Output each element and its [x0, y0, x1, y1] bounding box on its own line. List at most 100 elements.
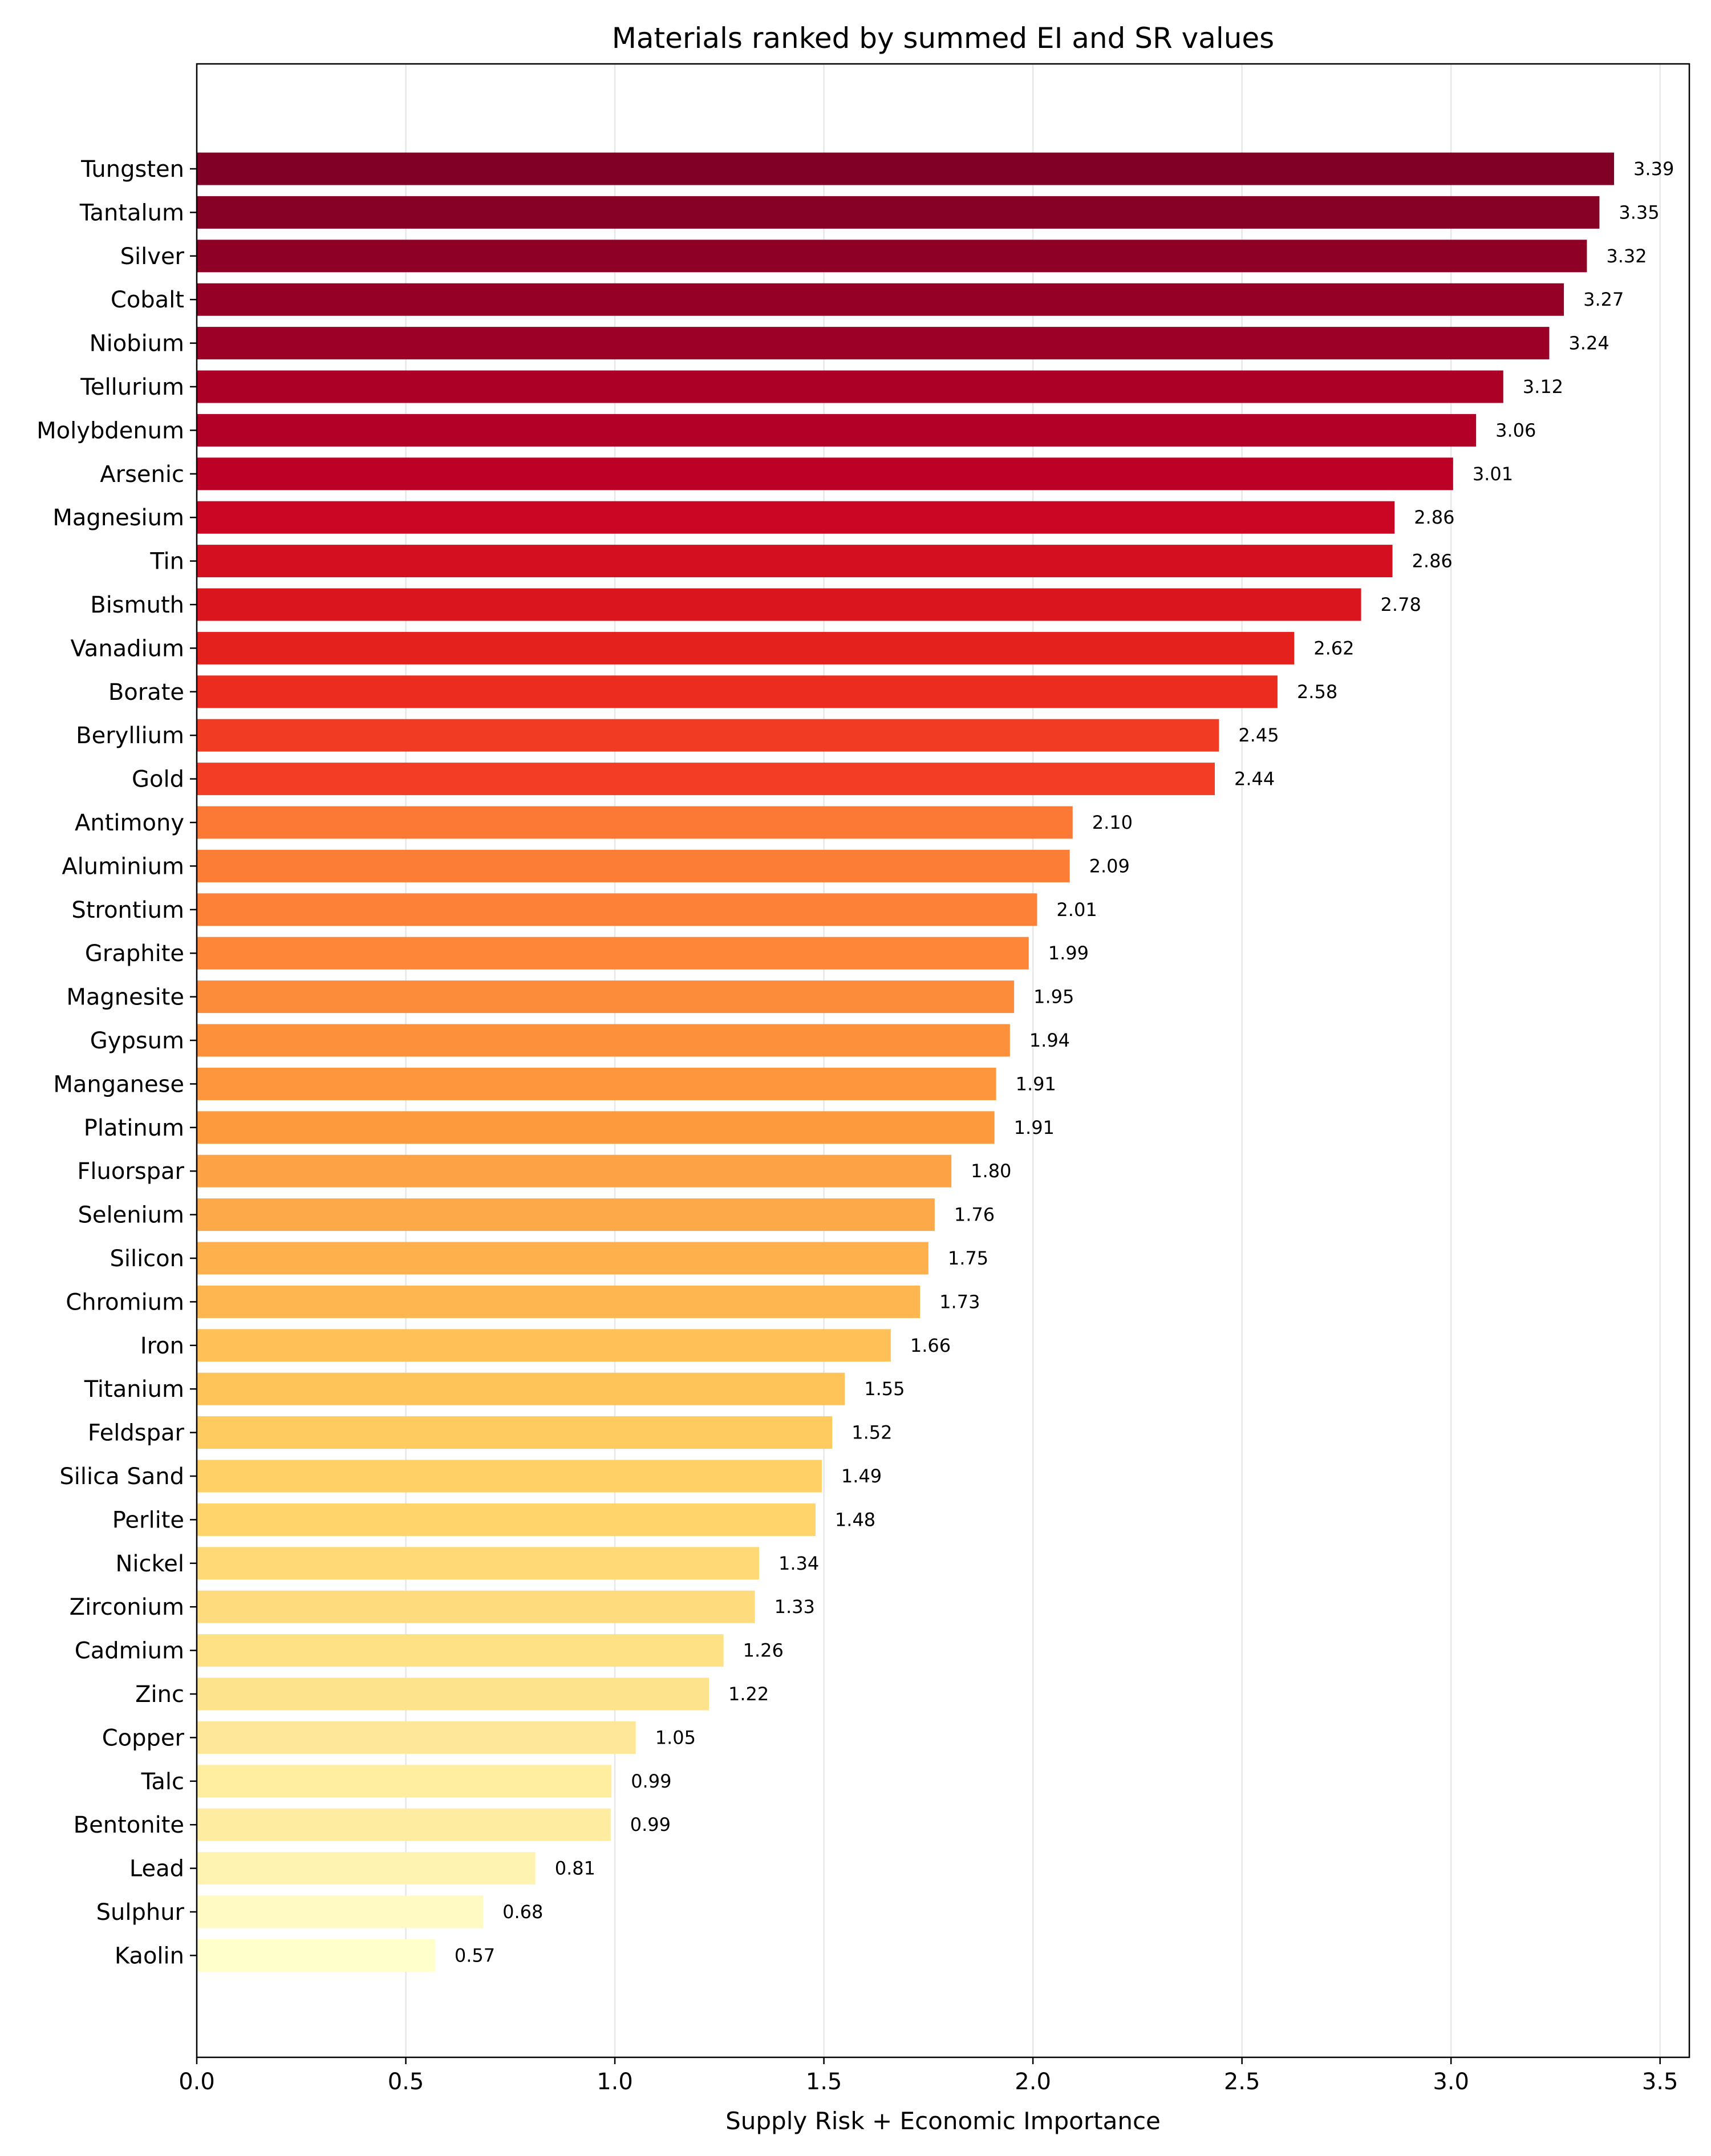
- data-label: 1.76: [954, 1204, 995, 1226]
- y-tick-label: Bentonite: [74, 1812, 184, 1838]
- data-label: 1.66: [910, 1335, 951, 1356]
- y-tick-label: Tungsten: [80, 156, 184, 183]
- y-tick-label: Fluorspar: [77, 1158, 184, 1185]
- chart-title: Materials ranked by summed EI and SR val…: [612, 22, 1274, 55]
- bar: [197, 152, 1615, 185]
- bar: [197, 1460, 822, 1493]
- y-tick-label: Manganese: [53, 1071, 184, 1097]
- data-label: 2.44: [1234, 768, 1275, 790]
- x-axis-ticks: 0.0 0.5 1.0 1.5 2.0 2.5 3.0 3.5: [179, 2057, 1678, 2095]
- y-tick-label: Graphite: [85, 941, 184, 967]
- bar: [197, 1024, 1010, 1057]
- data-label: 3.01: [1473, 463, 1513, 485]
- bar: [197, 1634, 724, 1667]
- y-tick-label: Cadmium: [75, 1638, 184, 1664]
- bar: [197, 283, 1564, 316]
- y-tick-label: Talc: [141, 1769, 184, 1795]
- bar: [197, 501, 1395, 534]
- data-label: 3.24: [1568, 333, 1609, 354]
- data-label: 3.39: [1633, 158, 1674, 180]
- bar: [197, 1285, 921, 1318]
- y-tick-label: Silver: [120, 244, 185, 270]
- y-tick-label: Aluminium: [62, 853, 184, 880]
- data-label: 2.10: [1092, 812, 1133, 833]
- x-tick-label: 2.0: [1015, 2069, 1051, 2095]
- bar: [197, 1677, 709, 1711]
- bar: [197, 1852, 536, 1885]
- bar: [197, 1111, 995, 1144]
- y-tick-label: Lead: [129, 1856, 184, 1882]
- data-label: 1.73: [939, 1291, 980, 1312]
- bar: [197, 196, 1600, 229]
- data-label: 1.05: [655, 1727, 696, 1748]
- bar: [197, 893, 1037, 926]
- y-tick-label: Silica Sand: [59, 1464, 184, 1490]
- bar: [197, 1329, 891, 1362]
- bar: [197, 1416, 833, 1449]
- data-label: 1.80: [971, 1160, 1011, 1182]
- data-label: 1.26: [743, 1640, 784, 1661]
- y-tick-label: Tantalum: [79, 200, 184, 226]
- y-tick-label: Titanium: [84, 1376, 184, 1403]
- data-label: 2.01: [1056, 899, 1097, 921]
- data-label: 1.91: [1014, 1117, 1055, 1138]
- data-label: 1.34: [779, 1553, 819, 1574]
- bar: [197, 763, 1215, 796]
- x-tick-label: 3.0: [1433, 2069, 1469, 2095]
- x-tick-label: 0.5: [388, 2069, 424, 2095]
- y-tick-label: Kaolin: [115, 1943, 184, 1969]
- bar: [197, 370, 1503, 403]
- grid-layer: [196, 64, 1661, 2057]
- data-label: 1.94: [1029, 1030, 1070, 1051]
- x-tick-label: 3.5: [1642, 2069, 1678, 2095]
- bar: [197, 1067, 996, 1100]
- data-label: 3.12: [1523, 376, 1563, 398]
- data-label: 3.27: [1583, 289, 1624, 310]
- bar: [197, 1808, 611, 1841]
- bar: [197, 631, 1295, 664]
- bar: [197, 980, 1015, 1014]
- y-tick-label: Strontium: [71, 897, 184, 923]
- bar: [197, 1242, 929, 1275]
- y-axis-ticks: Tungsten Tantalum Silver Cobalt Niobium Tellu…: [37, 156, 197, 1969]
- y-tick-label: Niobium: [90, 331, 184, 357]
- data-labels: 3.39 3.35 3.32 3.27 3.24 3.12 3.06 3.01 2.86 2.86…: [455, 158, 1674, 1966]
- y-tick-label: Nickel: [116, 1551, 185, 1577]
- y-tick-label: Platinum: [84, 1115, 184, 1141]
- bar: [197, 545, 1393, 578]
- y-tick-label: Magnesite: [66, 984, 184, 1011]
- bar: [197, 1895, 484, 1928]
- data-label: 1.33: [775, 1596, 815, 1618]
- bar: [197, 1198, 935, 1231]
- y-tick-label: Cobalt: [111, 287, 184, 313]
- data-label: 1.95: [1033, 986, 1074, 1008]
- data-label: 3.35: [1619, 201, 1659, 223]
- y-tick-label: Gold: [132, 767, 184, 793]
- data-label: 2.09: [1089, 855, 1130, 877]
- bar: [197, 457, 1453, 491]
- y-tick-label: Gypsum: [90, 1028, 184, 1054]
- y-tick-label: Copper: [102, 1725, 185, 1751]
- data-label: 1.49: [841, 1465, 882, 1487]
- y-tick-label: Antimony: [75, 810, 184, 836]
- y-tick-label: Borate: [108, 679, 184, 706]
- y-tick-label: Beryllium: [76, 723, 184, 749]
- bar: [197, 1765, 612, 1798]
- data-label: 0.57: [455, 1944, 495, 1966]
- y-tick-label: Molybdenum: [37, 418, 184, 444]
- y-tick-label: Zinc: [135, 1681, 184, 1708]
- x-tick-label: 1.0: [597, 2069, 633, 2095]
- bar: [197, 719, 1219, 752]
- y-tick-label: Silicon: [110, 1246, 184, 1272]
- bar: [197, 1721, 636, 1754]
- data-label: 2.58: [1297, 681, 1337, 703]
- y-tick-label: Zirconium: [70, 1594, 184, 1620]
- bar: [197, 240, 1587, 273]
- bar: [197, 588, 1361, 621]
- bar: [197, 1503, 816, 1536]
- bar: [197, 849, 1070, 882]
- y-tick-label: Selenium: [78, 1202, 184, 1229]
- data-label: 2.86: [1414, 506, 1454, 528]
- data-label: 0.81: [555, 1858, 595, 1879]
